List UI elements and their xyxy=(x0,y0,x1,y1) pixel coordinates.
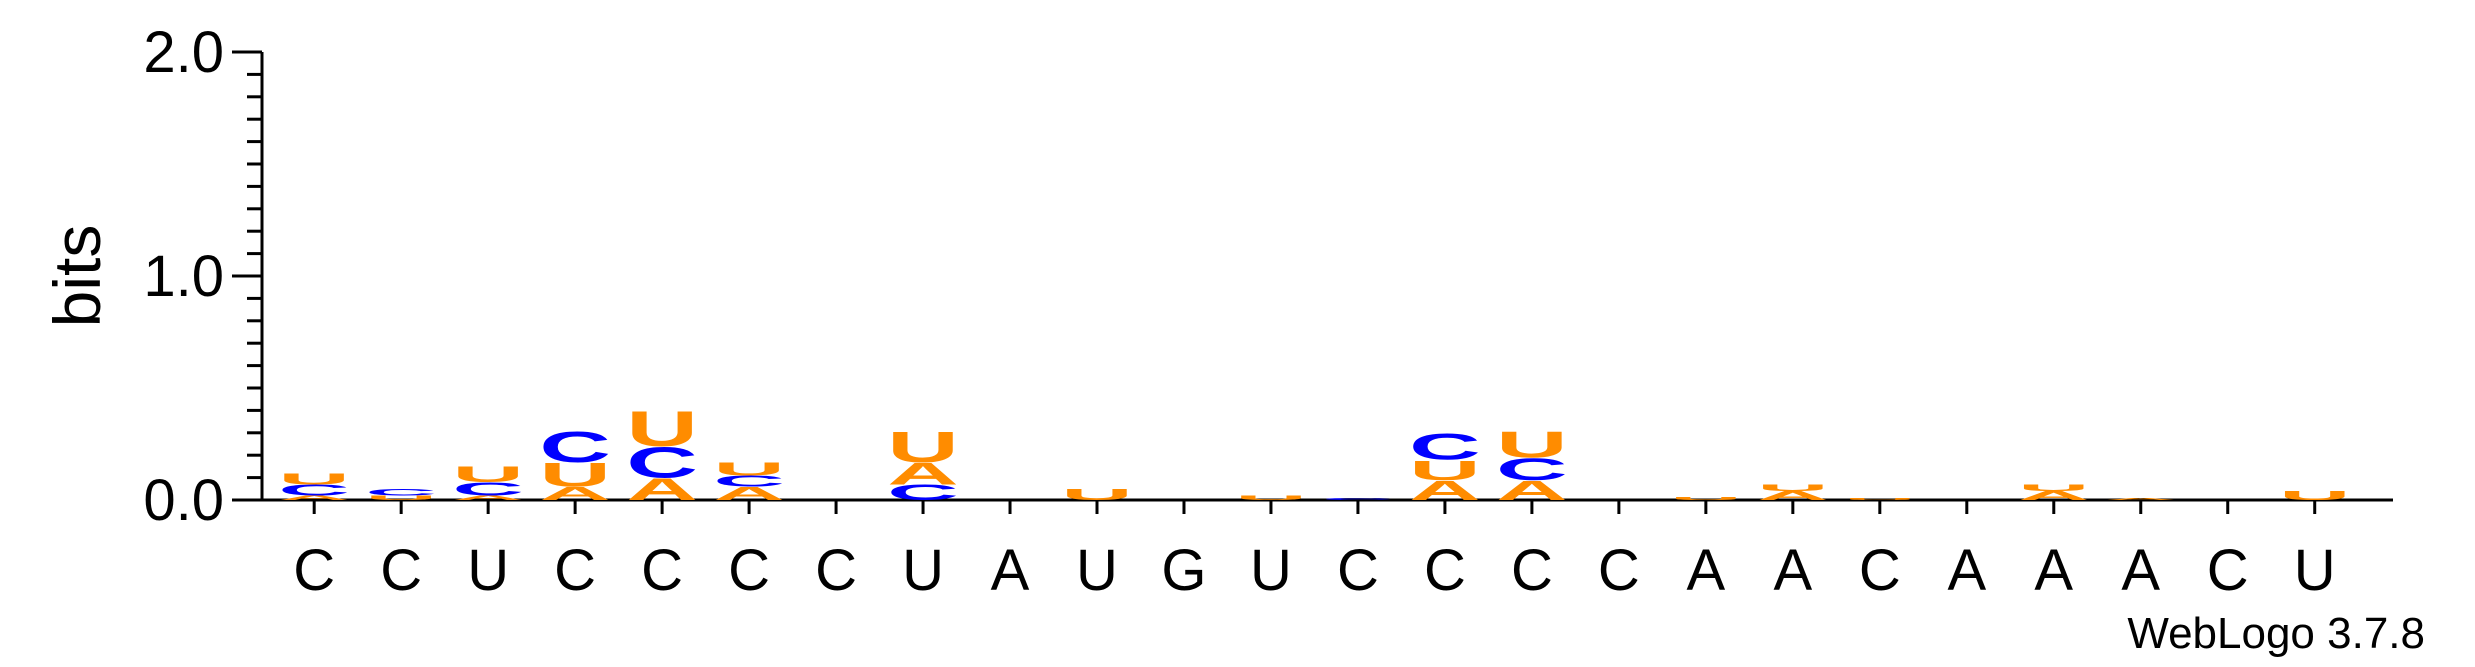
logo-letter-A: A xyxy=(887,456,959,491)
x-tick-label: A xyxy=(991,538,1030,603)
logo-letter-U: U xyxy=(1844,497,1916,500)
logo-letter-U: U xyxy=(452,463,524,487)
x-tick-label: C xyxy=(1859,538,1901,603)
logo-letter-C: C xyxy=(1409,426,1481,468)
axes: 0.0 1.0 2.0 xyxy=(143,20,2393,533)
x-tick-label: U xyxy=(1250,538,1292,603)
logo-letter-U: U xyxy=(365,494,437,501)
x-tick-label: C xyxy=(1337,538,1379,603)
logo-letter-C: C xyxy=(539,423,611,471)
logo-letter-C: C xyxy=(1322,497,1394,500)
x-tick-label: A xyxy=(1947,538,1986,603)
x-tick-label: A xyxy=(2121,538,2160,603)
logo-letter-U: U xyxy=(1496,424,1568,466)
y-tick-label: 1.0 xyxy=(143,244,224,309)
logo-letter-U: U xyxy=(626,401,698,457)
logo-letter-C: C xyxy=(887,481,959,505)
x-tick-label: C xyxy=(1511,538,1553,603)
logo-letter-A: A xyxy=(1757,489,1829,503)
logo-letter-U: U xyxy=(2018,483,2090,493)
x-tick-label: A xyxy=(2034,538,2073,603)
logo-letter-C: C xyxy=(365,487,437,497)
logo-letter-A: A xyxy=(278,494,350,501)
logo-letter-C: C xyxy=(713,473,785,490)
logo-letter-C: C xyxy=(452,479,524,500)
logo-letter-A: A xyxy=(539,483,611,504)
logo-letter-C: C xyxy=(278,482,350,499)
logo-letter-A: A xyxy=(626,472,698,507)
logo-letter-U: U xyxy=(1235,494,1307,501)
x-tick-label: U xyxy=(2294,538,2336,603)
y-tick-label: 2.0 xyxy=(143,20,224,85)
x-tick-label: U xyxy=(1076,538,1118,603)
logo-letter-C: C xyxy=(626,439,698,487)
y-ticks: 0.0 1.0 2.0 xyxy=(143,20,262,533)
logo-letter-U: U xyxy=(539,456,611,494)
logo-letter-U: U xyxy=(1061,486,1133,503)
logo-letter-A: A xyxy=(1409,475,1481,506)
x-tick-label: C xyxy=(293,538,335,603)
logo-letter-U: U xyxy=(1757,483,1829,493)
x-tick-label: A xyxy=(1773,538,1812,603)
x-tick-label: G xyxy=(1161,538,1206,603)
x-tick-label: A xyxy=(1687,538,1726,603)
logo-letter-A: A xyxy=(713,483,785,504)
x-tick-label: U xyxy=(467,538,509,603)
logo-letter-U: U xyxy=(2279,489,2351,503)
logo-letter-A: A xyxy=(452,494,524,501)
x-tick-label: C xyxy=(815,538,857,603)
logo-letter-A: A xyxy=(1496,475,1568,506)
x-tick-label: C xyxy=(728,538,770,603)
x-tick-label: C xyxy=(380,538,422,603)
logo-letter-U: U xyxy=(887,423,959,471)
logo-letter-U: U xyxy=(1670,496,1742,501)
weblogo-credit: WebLogo 3.7.8 xyxy=(2127,609,2425,658)
logo-letter-U: U xyxy=(1409,455,1481,486)
x-tick-label: C xyxy=(554,538,596,603)
logo-letter-C: C xyxy=(1496,452,1568,487)
x-tick-label: U xyxy=(902,538,944,603)
y-axis-label: bits xyxy=(40,225,114,328)
x-tick-label: C xyxy=(1424,538,1466,603)
logo-letter-A: A xyxy=(2105,497,2177,500)
y-tick-label: 0.0 xyxy=(143,468,224,533)
logo-letter-U: U xyxy=(278,470,350,487)
logo-letter-U: U xyxy=(713,459,785,480)
x-tick-label: C xyxy=(2207,538,2249,603)
x-ticks xyxy=(312,500,2317,514)
x-tick-label: C xyxy=(641,538,683,603)
logo-letter-A: A xyxy=(2018,489,2090,503)
x-tick-label: C xyxy=(1598,538,1640,603)
